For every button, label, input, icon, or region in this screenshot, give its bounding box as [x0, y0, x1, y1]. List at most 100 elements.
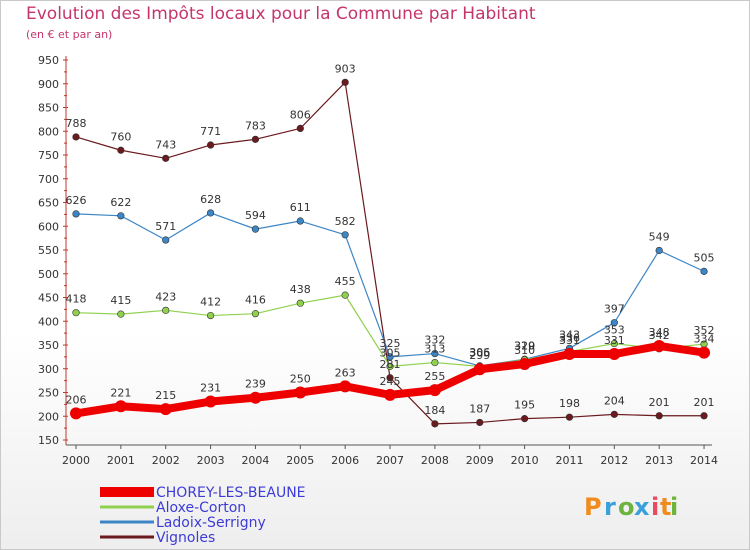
data-label: 206 [66, 393, 87, 406]
x-tick-label: 2002 [152, 454, 180, 467]
data-point [294, 386, 307, 399]
x-tick-label: 2000 [62, 454, 90, 467]
data-point [296, 299, 304, 307]
y-tick-label: 600 [38, 220, 59, 233]
legend-label: Ladoix-Serrigny [156, 515, 266, 531]
x-tick-label: 2003 [197, 454, 225, 467]
data-label: 505 [694, 251, 715, 264]
data-label: 250 [290, 373, 311, 386]
x-tick-label: 2004 [241, 454, 269, 467]
legend: CHOREY-LES-BEAUNEAloxe-CortonLadoix-Serr… [100, 485, 306, 546]
data-point [341, 231, 349, 239]
y-tick-label: 700 [38, 173, 59, 186]
x-tick-label: 2008 [421, 454, 449, 467]
y-tick-label: 900 [38, 78, 59, 91]
data-point [653, 339, 666, 352]
data-label: 343 [559, 328, 580, 341]
legend-swatch [100, 520, 154, 524]
data-label: 743 [155, 138, 176, 151]
x-tick-label: 2006 [331, 454, 359, 467]
legend-label: CHOREY-LES-BEAUNE [156, 485, 306, 501]
data-label: 788 [66, 117, 87, 130]
x-tick-label: 2005 [286, 454, 314, 467]
data-point [386, 374, 394, 382]
data-point [251, 225, 260, 233]
data-point [655, 412, 663, 420]
data-label: 325 [380, 337, 401, 350]
data-point [114, 400, 127, 413]
data-label: 331 [604, 334, 625, 347]
y-tick-label: 850 [38, 102, 59, 115]
data-label: 332 [424, 334, 445, 347]
data-label: 353 [604, 324, 625, 337]
data-label: 423 [155, 290, 176, 303]
data-label: 299 [469, 349, 490, 362]
data-point [162, 154, 170, 162]
data-label: 415 [110, 294, 131, 307]
logo-letter: i [651, 493, 659, 521]
data-point [610, 339, 618, 348]
data-label: 336 [559, 332, 580, 345]
x-tick-label: 2001 [107, 454, 135, 467]
data-point [476, 418, 484, 427]
data-point [117, 146, 125, 154]
data-label: 231 [200, 382, 221, 395]
y-tick-label: 400 [38, 315, 59, 328]
data-point [565, 413, 574, 421]
data-point [700, 267, 708, 275]
data-point [563, 348, 576, 361]
data-point [386, 353, 394, 361]
data-label: 198 [559, 397, 580, 410]
data-label: 313 [424, 343, 445, 356]
y-tick-label: 450 [38, 292, 59, 305]
data-label: 549 [649, 230, 670, 243]
data-label: 305 [380, 346, 401, 359]
data-point [70, 407, 82, 420]
series-layer [70, 78, 711, 428]
data-label: 771 [200, 125, 221, 138]
data-point [296, 217, 304, 225]
data-point [159, 403, 172, 416]
data-point [296, 124, 304, 132]
data-label: 201 [694, 396, 715, 409]
logo-letter: t [660, 493, 671, 521]
data-label: 331 [559, 334, 580, 347]
data-label: 806 [290, 108, 311, 121]
data-label: 438 [290, 283, 311, 296]
chart-title: Evolution des Impôts locaux pour la Comm… [26, 4, 536, 24]
series-line-vignoles [75, 81, 705, 425]
data-point [473, 363, 486, 376]
x-tick-label: 2013 [645, 454, 673, 467]
legend-swatch [100, 487, 154, 497]
data-point [206, 311, 215, 320]
data-label: 334 [694, 333, 715, 346]
y-tick-label: 250 [38, 387, 59, 400]
data-point [162, 306, 170, 314]
legend-label: Aloxe-Corton [156, 500, 246, 516]
data-point [249, 391, 262, 404]
data-point [700, 412, 708, 420]
data-point [431, 358, 439, 367]
data-label: 628 [200, 193, 221, 206]
data-point [608, 348, 621, 361]
y-tick-label: 950 [38, 54, 59, 67]
data-point [431, 420, 439, 428]
data-label: 611 [290, 201, 311, 214]
data-label: 626 [66, 194, 87, 207]
data-label: 239 [245, 378, 266, 391]
data-label: 255 [424, 370, 445, 383]
data-point [431, 349, 439, 358]
y-tick-label: 650 [38, 197, 59, 210]
data-label: 582 [335, 215, 356, 228]
y-tick-label: 350 [38, 339, 59, 352]
legend-swatch [100, 535, 154, 539]
data-label: 594 [245, 209, 266, 222]
data-point [518, 358, 531, 370]
data-point [251, 310, 260, 318]
data-point [655, 246, 663, 255]
y-tick-label: 150 [38, 434, 59, 447]
logo-letter: r [604, 493, 616, 521]
data-label: 397 [604, 303, 625, 316]
data-label: 571 [155, 220, 176, 233]
